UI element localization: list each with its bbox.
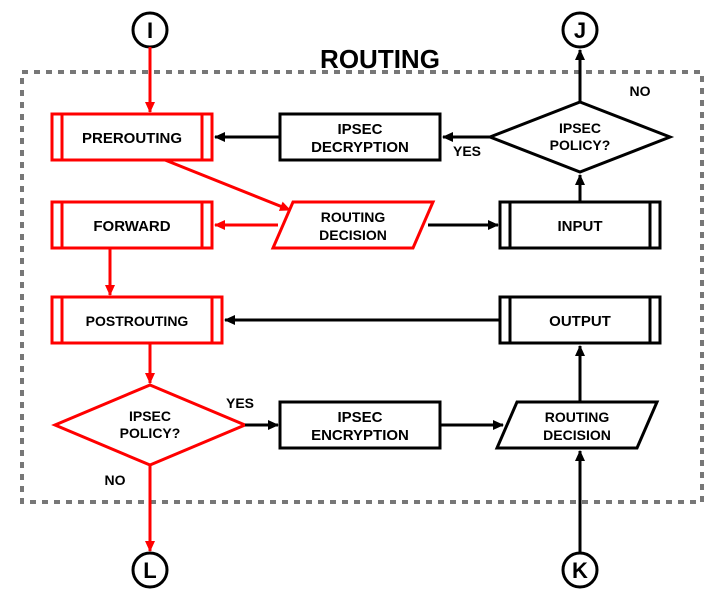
node-ipsec-policy-top: IPSEC POLICY? bbox=[490, 102, 670, 172]
node-ipsec-pol1-l2: POLICY? bbox=[550, 137, 611, 153]
node-output-label: OUTPUT bbox=[549, 313, 611, 330]
routing-flowchart: ROUTING I J L K PREROUTING IPSEC DECRYPT… bbox=[0, 0, 719, 600]
node-postrouting: POSTROUTING bbox=[52, 297, 222, 343]
node-routing2-l2: DECISION bbox=[543, 427, 611, 443]
node-prerouting: PREROUTING bbox=[52, 114, 212, 160]
node-input-label: INPUT bbox=[558, 218, 603, 235]
terminal-K-label: K bbox=[572, 558, 588, 583]
label-no-bottom: NO bbox=[105, 472, 126, 488]
node-routing1-l2: DECISION bbox=[319, 227, 387, 243]
node-ipsec-pol2-l1: IPSEC bbox=[129, 408, 171, 424]
node-ipsec-dec-l1: IPSEC bbox=[337, 121, 382, 138]
terminal-J: J bbox=[563, 13, 597, 47]
label-yes-top: YES bbox=[453, 143, 481, 159]
node-ipsec-policy-bottom: IPSEC POLICY? bbox=[55, 385, 245, 465]
node-ipsec-pol1-l1: IPSEC bbox=[559, 120, 601, 136]
node-prerouting-label: PREROUTING bbox=[82, 130, 182, 147]
node-ipsec-encryption: IPSEC ENCRYPTION bbox=[280, 402, 440, 448]
node-input: INPUT bbox=[500, 202, 660, 248]
node-ipsec-pol2-l2: POLICY? bbox=[120, 425, 181, 441]
node-postrouting-label: POSTROUTING bbox=[86, 313, 189, 329]
node-ipsec-dec-l2: DECRYPTION bbox=[311, 139, 409, 156]
terminal-I: I bbox=[133, 13, 167, 47]
node-output: OUTPUT bbox=[500, 297, 660, 343]
terminal-I-label: I bbox=[147, 18, 153, 43]
node-ipsec-decryption: IPSEC DECRYPTION bbox=[280, 114, 440, 160]
terminal-J-label: J bbox=[574, 18, 586, 43]
node-ipsec-enc-l1: IPSEC bbox=[337, 409, 382, 426]
terminal-L-label: L bbox=[143, 558, 156, 583]
node-routing2-l1: ROUTING bbox=[545, 409, 610, 425]
node-forward-label: FORWARD bbox=[93, 218, 170, 235]
diagram-title: ROUTING bbox=[320, 44, 440, 74]
terminal-K: K bbox=[563, 553, 597, 587]
node-forward: FORWARD bbox=[52, 202, 212, 248]
label-yes-bottom: YES bbox=[226, 395, 254, 411]
node-routing1-l1: ROUTING bbox=[321, 209, 386, 225]
terminal-L: L bbox=[133, 553, 167, 587]
node-ipsec-enc-l2: ENCRYPTION bbox=[311, 427, 409, 444]
label-no-top: NO bbox=[630, 83, 651, 99]
node-routing-decision-top: ROUTING DECISION bbox=[273, 202, 433, 248]
node-routing-decision-bottom: ROUTING DECISION bbox=[497, 402, 657, 448]
